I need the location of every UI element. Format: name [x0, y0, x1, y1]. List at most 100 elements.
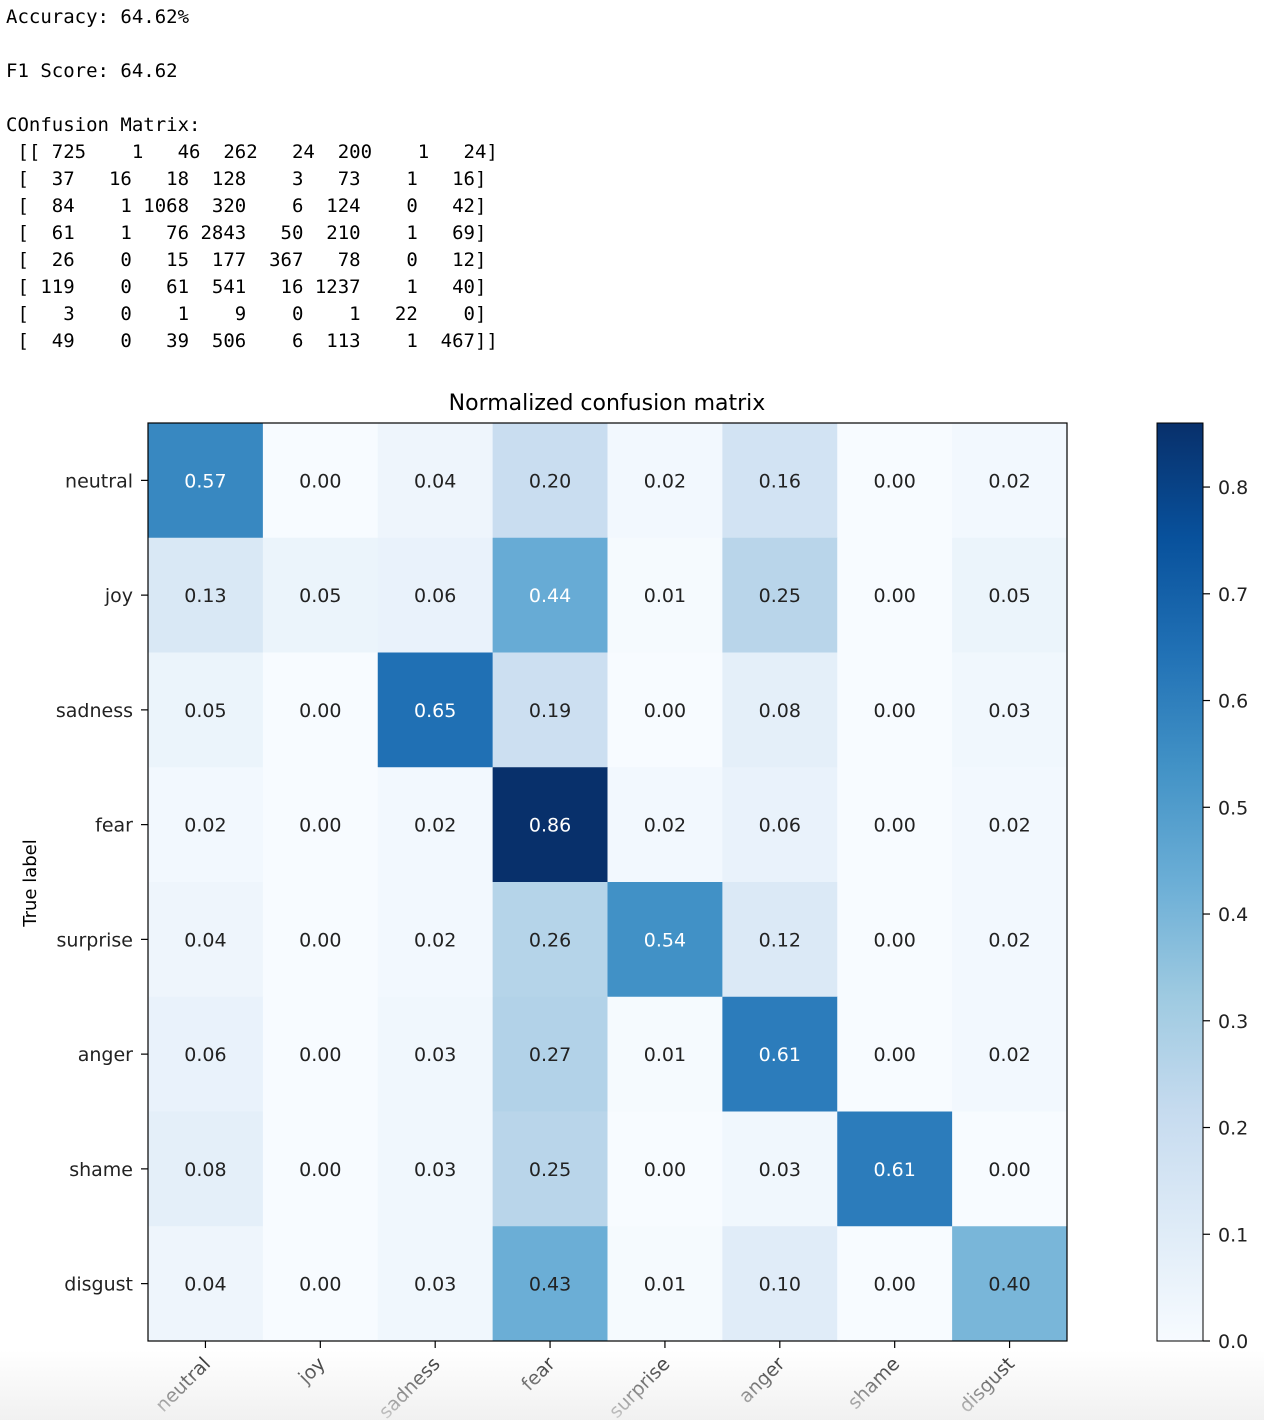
confusion-matrix-row: [ 37 16 18 128 3 73 1 16]: [6, 168, 487, 190]
heatmap-cells: [148, 423, 1068, 1342]
y-tick-label: fear: [95, 815, 133, 837]
heatmap-cell: [722, 423, 838, 539]
heatmap-cell: [377, 996, 494, 1112]
y-tick-label: disgust: [64, 1274, 133, 1296]
heatmap-cell: [837, 537, 953, 653]
heatmap-cell: [377, 882, 494, 998]
y-tick-label: sadness: [56, 700, 133, 722]
heatmap-cell: [607, 996, 723, 1112]
cell-value-label: 0.04: [184, 1274, 226, 1296]
cell-value-label: 0.05: [299, 585, 341, 607]
f1-score-line: F1 Score: 64.62: [6, 60, 178, 82]
colorbar: [1156, 422, 1204, 1342]
y-axis-ticks: neutral joy sadness fear surprise anger shame d…: [56, 470, 148, 1296]
heatmap-cell: [607, 767, 723, 883]
cell-value-label: 0.04: [414, 470, 456, 492]
heatmap-cell: [492, 423, 608, 539]
heatmap-cell: [952, 652, 1068, 768]
cell-value-label: 0.03: [988, 700, 1030, 722]
x-tick-label: joy: [294, 1353, 330, 1389]
cell-value-label: 0.44: [529, 585, 571, 607]
heatmap-cell: [262, 652, 379, 768]
cell-value-label: 0.00: [874, 1274, 916, 1296]
heatmap-cell: [492, 882, 608, 998]
cell-value-label: 0.02: [988, 1044, 1030, 1066]
heatmap-cell: [377, 1226, 494, 1342]
heatmap-cell: [148, 996, 264, 1112]
colorbar-tick-label: 0.8: [1218, 477, 1248, 499]
colorbar-tick-label: 0.5: [1218, 797, 1248, 819]
heatmap-cell: [722, 652, 838, 768]
cell-value-label: 0.00: [874, 929, 916, 951]
cell-value-label: 0.00: [299, 929, 341, 951]
heatmap-cell: [262, 996, 379, 1112]
heatmap-cell: [837, 767, 953, 883]
x-tick-label: sadness: [375, 1353, 445, 1420]
cell-value-label: 0.05: [184, 700, 226, 722]
cell-value-label: 0.02: [988, 470, 1030, 492]
cell-value-label: 0.02: [988, 815, 1030, 837]
x-axis-ticks: neutral joy sadness fear surprise anger shame d…: [151, 1341, 1019, 1420]
cell-value-label: 0.01: [644, 1274, 686, 1296]
cell-value-label: 0.20: [529, 470, 571, 492]
colorbar-tick-label: 0.1: [1218, 1224, 1248, 1246]
cell-value-label: 0.06: [184, 1044, 226, 1066]
y-axis-label: True label: [20, 839, 41, 928]
cell-value-label: 0.01: [644, 1044, 686, 1066]
cell-value-label: 0.19: [529, 700, 571, 722]
heatmap-cell: [377, 537, 494, 653]
heatmap-cell: [952, 1111, 1068, 1227]
cell-value-label: 0.00: [299, 700, 341, 722]
colorbar-tick-label: 0.2: [1218, 1118, 1248, 1140]
cell-value-label: 0.00: [644, 700, 686, 722]
cell-value-label: 0.06: [414, 585, 456, 607]
x-tick-label: surprise: [605, 1353, 675, 1420]
colorbar-tick-label: 0.4: [1218, 904, 1248, 926]
blank-line: [6, 85, 498, 112]
heatmap-cell: [837, 423, 953, 539]
heatmap-cell: [262, 1111, 379, 1227]
y-tick-label: neutral: [65, 470, 133, 492]
confusion-matrix-row: [ 61 1 76 2843 50 210 1 69]: [6, 222, 487, 244]
cell-value-label: 0.27: [529, 1044, 571, 1066]
heatmap-cell: [952, 996, 1068, 1112]
heatmap-cell: [722, 767, 838, 883]
cell-value-label: 0.02: [644, 815, 686, 837]
heatmap-cell: [492, 767, 608, 883]
cell-value-label: 0.08: [759, 700, 801, 722]
heatmap-cell: [722, 882, 838, 998]
heatmap-cell: [607, 423, 723, 539]
cell-value-label: 0.00: [299, 1044, 341, 1066]
cell-value-label: 0.26: [529, 929, 571, 951]
confusion-matrix-row: [ 49 0 39 506 6 113 1 467]]: [6, 330, 498, 352]
cell-value-label: 0.00: [644, 1159, 686, 1181]
chart-title: Normalized confusion matrix: [449, 391, 766, 416]
heatmap-cell: [148, 767, 264, 883]
heatmap-cell: [262, 767, 379, 883]
cell-value-label: 0.04: [184, 929, 226, 951]
heatmap-cell: [262, 537, 379, 653]
cell-value-label: 0.86: [529, 815, 571, 837]
confusion-matrix-row: [ 26 0 15 177 367 78 0 12]: [6, 249, 487, 271]
cell-value-label: 0.61: [759, 1044, 801, 1066]
colorbar-tick-label: 0.7: [1218, 584, 1248, 606]
cell-value-label: 0.57: [184, 470, 226, 492]
heatmap-cell: [607, 1226, 723, 1342]
cell-value-label: 0.00: [874, 585, 916, 607]
heatmap-cell: [377, 652, 494, 768]
heatmap-cell: [607, 1111, 723, 1227]
confusion-matrix-header: COnfusion Matrix:: [6, 114, 201, 136]
heatmap-cell: [492, 537, 608, 653]
heatmap-cell: [952, 423, 1068, 539]
cell-value-label: 0.02: [414, 815, 456, 837]
heatmap-cell: [837, 1111, 953, 1227]
heatmap-cell: [148, 652, 264, 768]
cell-value-label: 0.65: [414, 700, 456, 722]
accuracy-line: Accuracy: 64.62%: [6, 6, 190, 28]
cell-value-label: 0.00: [874, 470, 916, 492]
heatmap-cell: [262, 1226, 379, 1342]
cell-value-label: 0.02: [988, 929, 1030, 951]
heatmap-cell: [148, 537, 264, 653]
cell-value-label: 0.25: [529, 1159, 571, 1181]
cell-value-label: 0.00: [988, 1159, 1030, 1181]
